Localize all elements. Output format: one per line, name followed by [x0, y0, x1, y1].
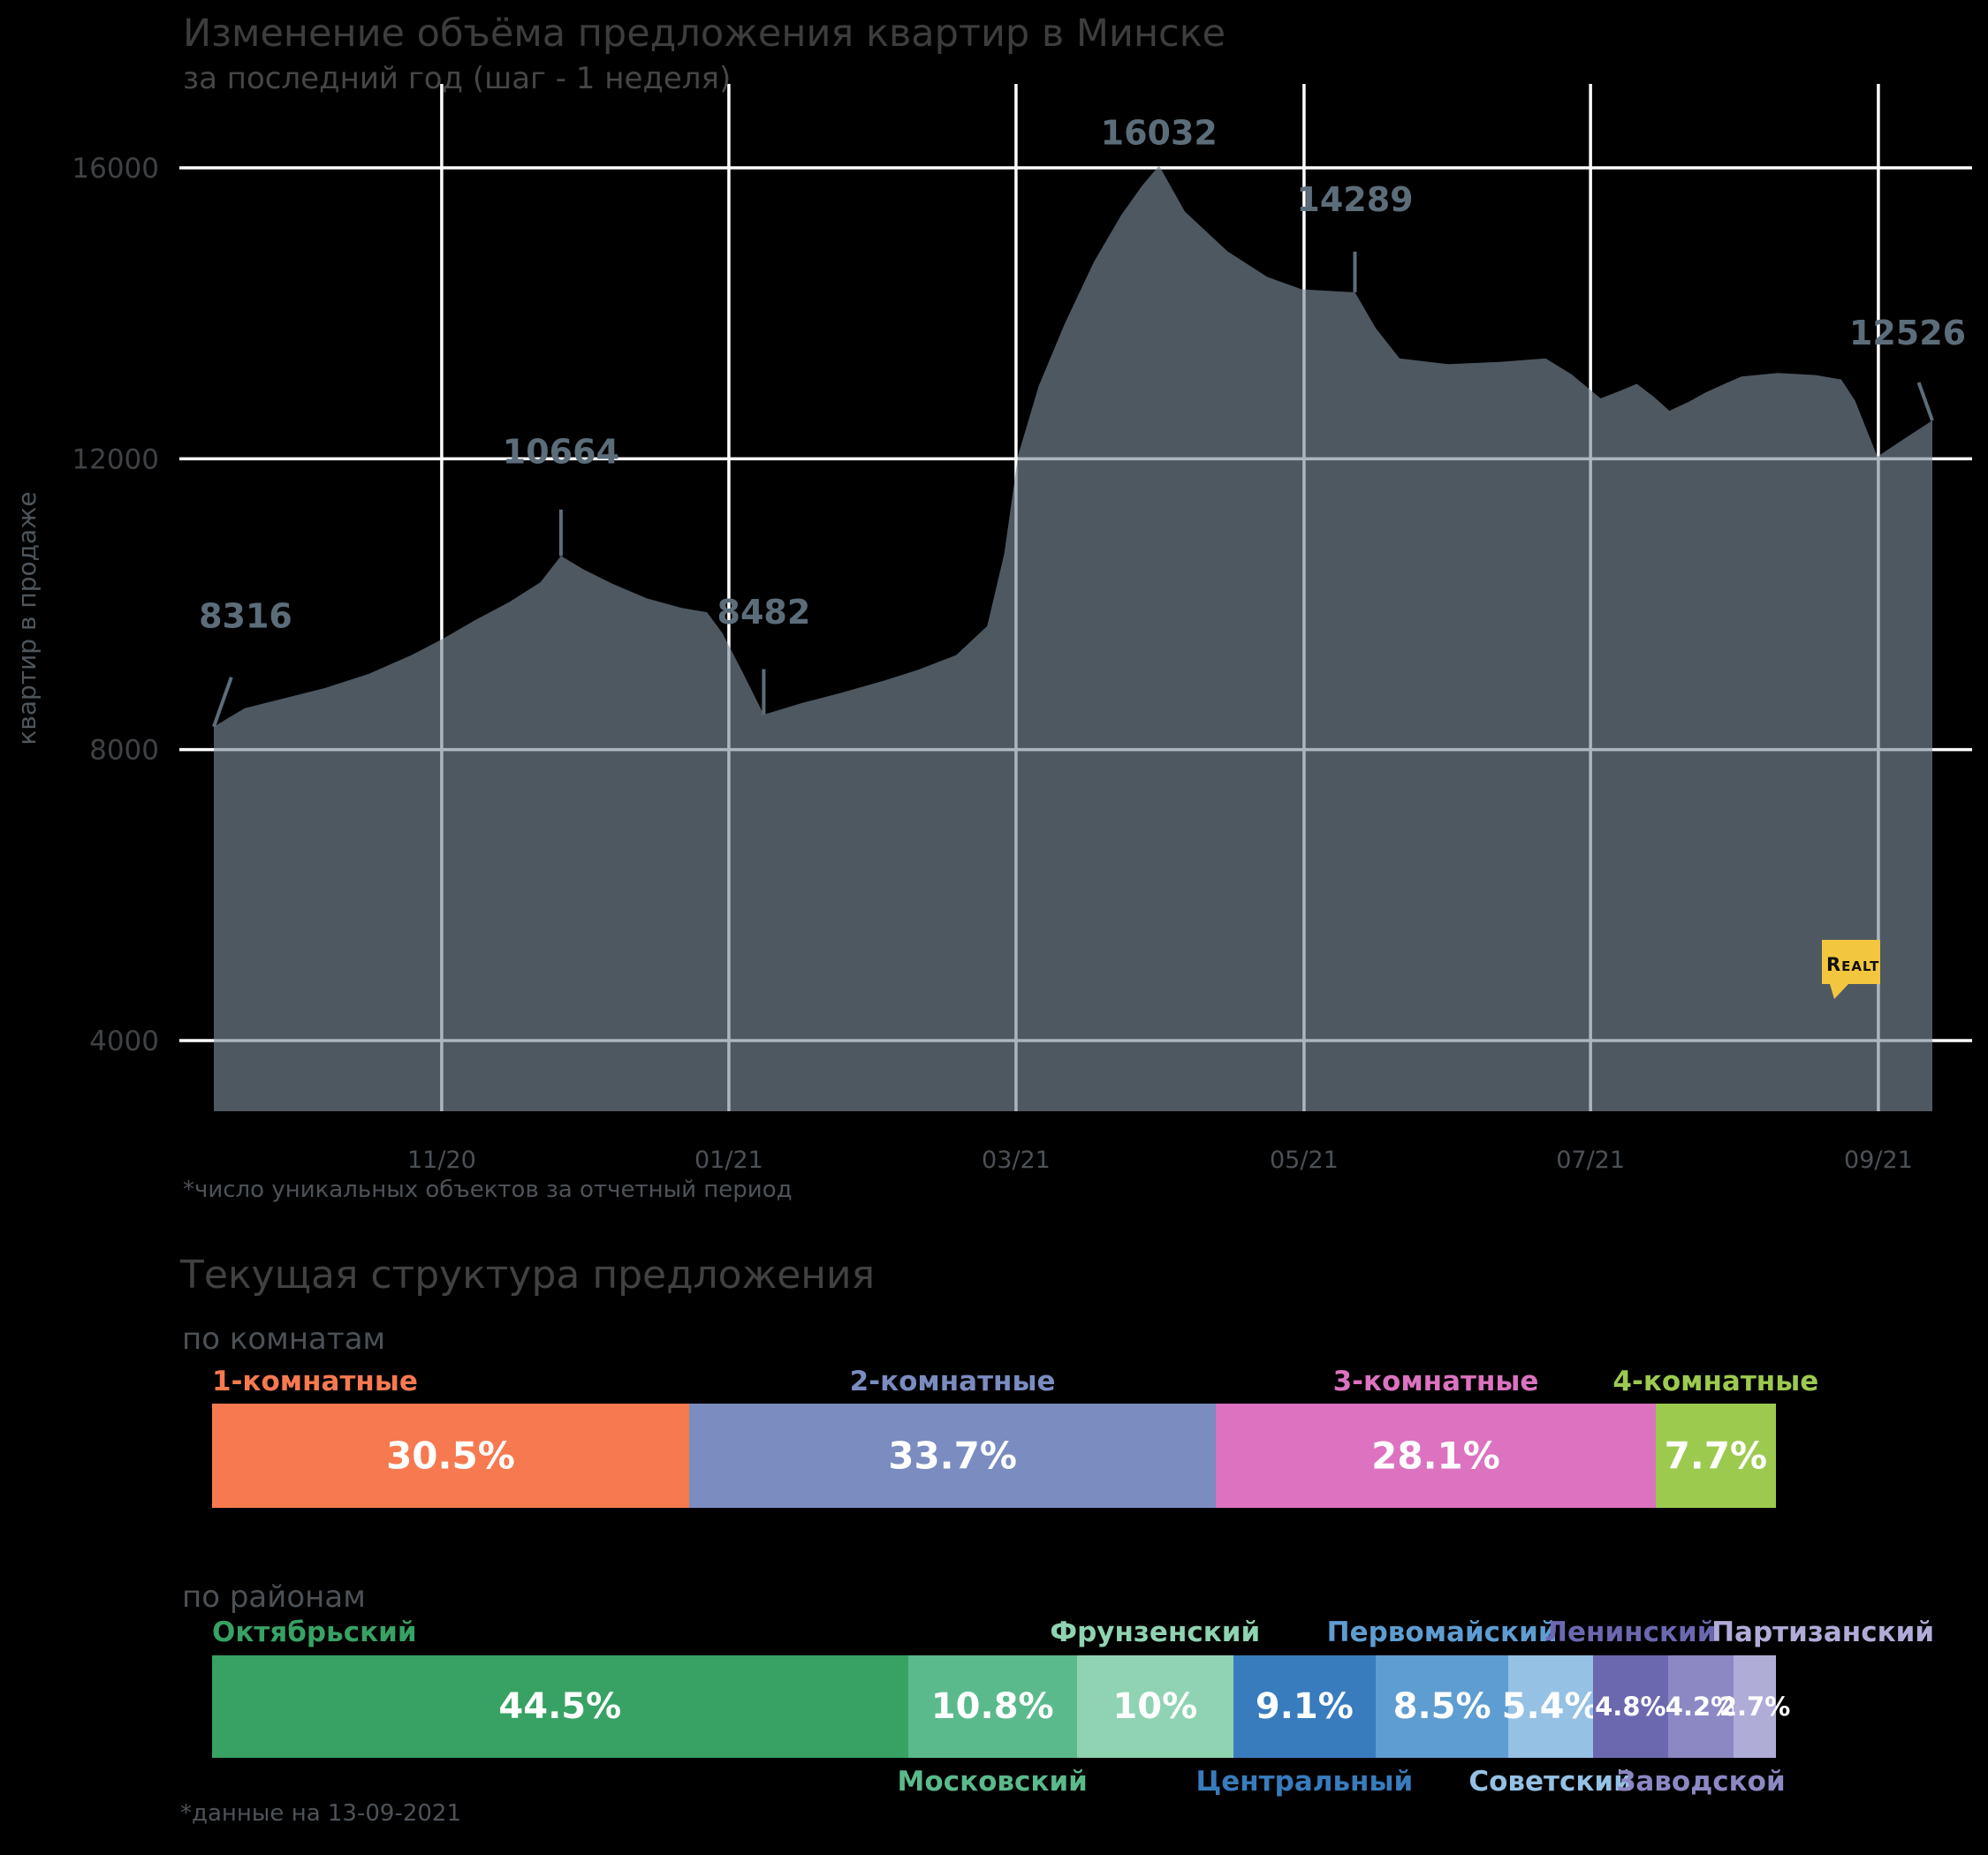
x-tick-label: 07/21: [1556, 1147, 1625, 1174]
data-labels: 8316 10664 8482 16032 14289 12526: [199, 113, 1966, 728]
area-series: [214, 165, 1932, 1111]
segment-percent: 5.4%: [1501, 1686, 1600, 1727]
districts-section-label: по районам: [182, 1579, 366, 1615]
chart-title: Изменение объёма предложения квартир в М…: [183, 11, 1225, 56]
y-tick-label: 8000: [89, 735, 159, 767]
rooms-segment: 28.1%: [1216, 1404, 1656, 1508]
districts-bar: 44.5% 10.8% 10% 9.1% 8.5% 5.4% 4.8% 4.2% 2.7%: [212, 1655, 1790, 1758]
segment-percent: 4.8%: [1595, 1692, 1666, 1722]
district-segment: 2.7%: [1719, 1655, 1790, 1758]
district-segment: 10.8%: [907, 1655, 1077, 1758]
segment-percent: 10.8%: [930, 1686, 1054, 1727]
district-segment: 10%: [1076, 1655, 1233, 1758]
rooms-segment: 30.5%: [212, 1404, 689, 1508]
segment-percent: 4.2%: [1665, 1692, 1737, 1722]
data-label: 8482: [717, 593, 811, 632]
segment-name-label: Первомайский: [1326, 1616, 1558, 1648]
district-segment: 9.1%: [1233, 1655, 1376, 1758]
districts-bar-labels-bottom: Московский Центральный Советский Заводской: [212, 1766, 1786, 1801]
segment-name-label: 4-комнатные: [1612, 1366, 1819, 1397]
segment-percent: 7.7%: [1664, 1434, 1768, 1478]
segment-percent: 33.7%: [888, 1434, 1017, 1478]
segment-percent: 8.5%: [1392, 1686, 1491, 1727]
data-label: 16032: [1101, 113, 1218, 152]
rooms-section-label: по комнатам: [182, 1321, 386, 1357]
segment-percent: 44.5%: [498, 1686, 622, 1727]
segment-name-label: Заводской: [1616, 1766, 1786, 1798]
data-label: 12526: [1849, 314, 1966, 352]
segment-name-label: 1-комнатные: [212, 1366, 418, 1397]
y-tick-label: 4000: [89, 1026, 159, 1057]
y-axis-title: квартир в продаже: [12, 491, 42, 745]
district-segment: 44.5%: [212, 1655, 908, 1758]
segment-name-label: Ленинский: [1544, 1616, 1717, 1648]
segment-name-label: Московский: [897, 1766, 1088, 1798]
data-label-leader: [212, 676, 233, 728]
y-tick-label: 16000: [72, 153, 159, 185]
supply-area-chart: 16000 12000 8000 4000 11/20 01/21 03/21 05/21 07…: [12, 11, 1972, 1203]
segment-name-label: Фрунзенский: [1050, 1616, 1261, 1648]
data-label: 14289: [1296, 180, 1413, 219]
x-tick-label: 09/21: [1844, 1147, 1913, 1174]
segment-percent: 28.1%: [1371, 1434, 1500, 1478]
segment-name-label: Центральный: [1195, 1766, 1414, 1798]
chart-footnote: *число уникальных объектов за отчетный п…: [183, 1177, 793, 1203]
segment-name-label: Советский: [1468, 1766, 1633, 1798]
segment-name-label: 2-комнатные: [849, 1366, 1056, 1397]
y-tick-label: 12000: [72, 443, 159, 475]
rooms-bar: 30.5% 33.7% 28.1% 7.7%: [212, 1404, 1776, 1508]
x-tick-label: 01/21: [694, 1147, 763, 1174]
rooms-segment: 33.7%: [688, 1404, 1217, 1508]
segment-name-label: Партизанский: [1711, 1616, 1935, 1648]
segment-percent: 10%: [1112, 1686, 1198, 1727]
district-segment: 4.8%: [1592, 1655, 1668, 1758]
segment-name-label: 3-комнатные: [1332, 1366, 1539, 1397]
segment-name-label: Октябрьский: [212, 1616, 417, 1648]
districts-block: Октябрьский Фрунзенский Первомайский Ленинс…: [212, 1616, 1934, 1801]
chart-subtitle: за последний год (шаг - 1 неделя): [183, 61, 731, 96]
x-tick-label: 03/21: [982, 1147, 1051, 1174]
data-label: 8316: [199, 597, 292, 636]
supply-area-path: [214, 165, 1932, 1111]
rooms-bar-labels: 1-комнатные 2-комнатные 3-комнатные 4-комна…: [212, 1366, 1818, 1401]
segment-percent: 2.7%: [1719, 1692, 1791, 1722]
realt-logo-text: Realt: [1826, 954, 1879, 975]
rooms-block: 1-комнатные 2-комнатные 3-комнатные 4-комна…: [212, 1366, 1818, 1508]
districts-bar-labels-top: Октябрьский Фрунзенский Первомайский Ленинс…: [212, 1616, 1934, 1652]
data-label-leader: [1916, 382, 1934, 421]
district-segment: 5.4%: [1502, 1655, 1600, 1758]
x-tick-label: 05/21: [1270, 1147, 1339, 1174]
district-segment: 4.2%: [1665, 1655, 1737, 1758]
realt-logo-bubble: [1822, 940, 1880, 999]
realt-logo: Realt: [1822, 940, 1880, 999]
axis-ticks: 16000 12000 8000 4000 11/20 01/21 03/21 05/21 07…: [72, 153, 1912, 1174]
district-segment: 8.5%: [1375, 1655, 1509, 1758]
rooms-segment: 7.7%: [1655, 1404, 1776, 1508]
section-title: Текущая структура предложения: [180, 1253, 876, 1298]
x-tick-label: 11/20: [407, 1147, 476, 1174]
structure-footnote: *данные на 13-09-2021: [180, 1800, 461, 1827]
segment-percent: 30.5%: [386, 1434, 515, 1478]
segment-percent: 9.1%: [1255, 1686, 1354, 1727]
data-label: 10664: [503, 432, 619, 471]
